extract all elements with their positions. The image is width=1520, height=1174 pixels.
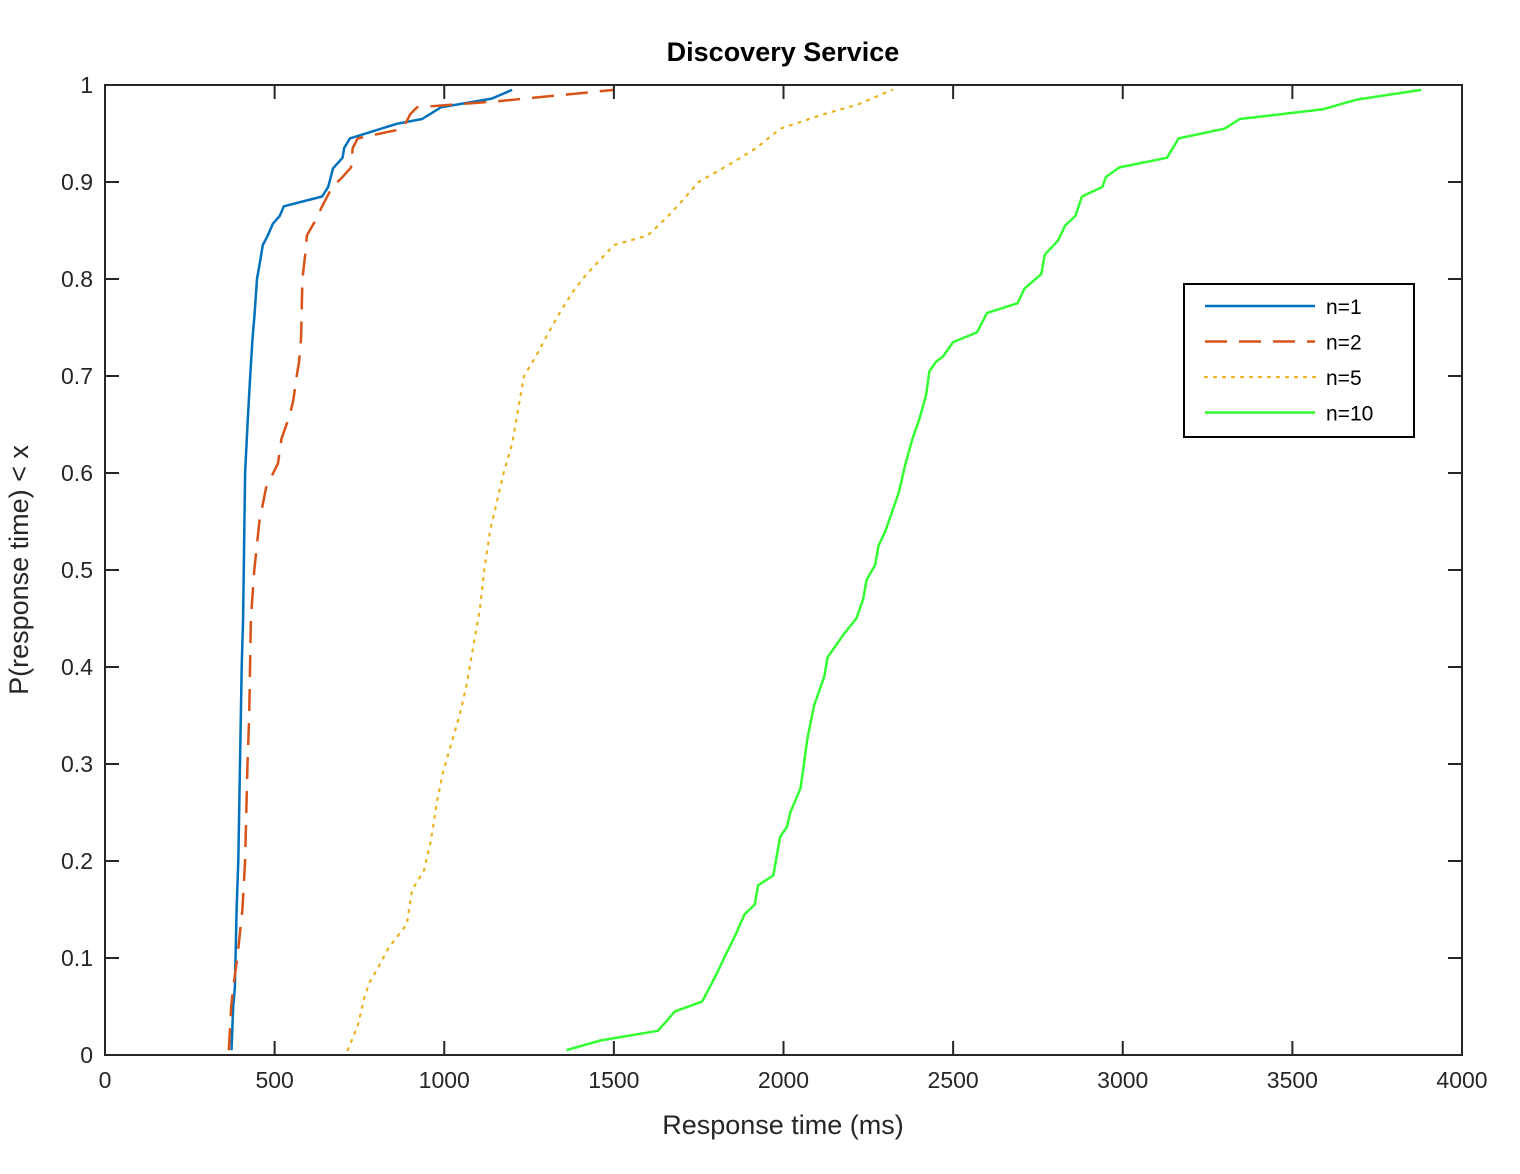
- y-tick-label: 0.5: [61, 557, 93, 583]
- y-tick-label: 0: [80, 1042, 93, 1068]
- x-tick-label: 3500: [1267, 1067, 1318, 1093]
- plot-area: [105, 85, 1462, 1055]
- x-tick-label: 0: [99, 1067, 112, 1093]
- x-tick-label: 2000: [758, 1067, 809, 1093]
- legend-label: n=10: [1326, 403, 1373, 426]
- y-tick-label: 1: [80, 72, 93, 98]
- series-line-n10: [566, 88, 1422, 1052]
- x-tick-label: 1500: [588, 1067, 639, 1093]
- chart-title: Discovery Service: [667, 37, 900, 67]
- series-line-n5: [346, 88, 894, 1052]
- ticks-layer: 0 500 1000 1500 2000 2500 3000 3500 4000 0 0.1 0.2 0…: [61, 72, 1488, 1093]
- legend-label: n=5: [1326, 367, 1362, 390]
- series-line-n1: [230, 88, 513, 1051]
- x-tick-label: 2500: [928, 1067, 979, 1093]
- x-tick-label: 500: [255, 1067, 293, 1093]
- x-tick-label: 4000: [1436, 1067, 1487, 1093]
- legend-label: n=2: [1326, 332, 1362, 355]
- y-tick-label: 0.9: [61, 169, 93, 195]
- x-axis-label: Response time (ms): [662, 1110, 904, 1140]
- y-tick-label: 0.2: [61, 848, 93, 874]
- y-tick-label: 0.8: [61, 266, 93, 292]
- y-axis-label: P(response time) < x: [4, 445, 34, 695]
- series-layer: [227, 88, 1422, 1052]
- y-tick-label: 0.7: [61, 363, 93, 389]
- x-tick-label: 1000: [419, 1067, 470, 1093]
- y-tick-label: 0.3: [61, 751, 93, 777]
- y-tick-label: 0.1: [61, 945, 93, 971]
- x-tick-label: 3000: [1097, 1067, 1148, 1093]
- legend: n=1 n=2 n=5 n=10: [1183, 283, 1415, 438]
- y-tick-label: 0.4: [61, 654, 93, 680]
- y-tick-label: 0.6: [61, 460, 93, 486]
- series-line-n2: [227, 88, 615, 1051]
- legend-label: n=1: [1326, 296, 1362, 319]
